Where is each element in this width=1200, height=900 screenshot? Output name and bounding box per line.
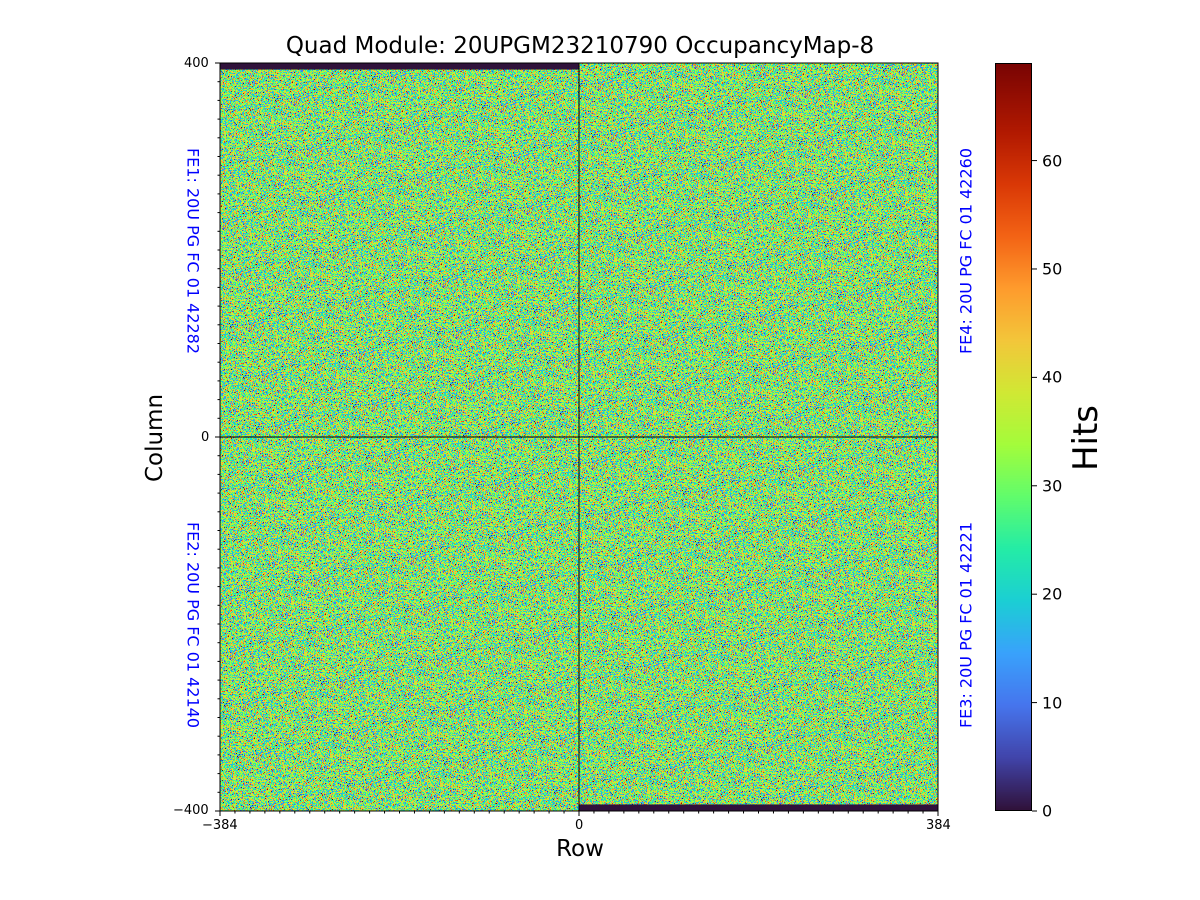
chip-label-fe1: FE1: 20U PG FC 01 42282 xyxy=(183,147,203,355)
colorbar-tick-label: 50 xyxy=(1042,259,1063,279)
colorbar-tick-label: 10 xyxy=(1042,693,1063,713)
y-tick-label: −400 xyxy=(173,803,209,818)
colorbar-tick-label: 20 xyxy=(1042,584,1063,604)
colorbar xyxy=(995,63,1032,811)
colorbar-tick-label: 30 xyxy=(1042,476,1063,496)
y-tick-label: 400 xyxy=(184,56,209,71)
colorbar-tick-label: 0 xyxy=(1042,801,1053,821)
x-tick-label: 0 xyxy=(575,818,584,833)
chip-label-fe3: FE3: 20U PG FC 01 42221 xyxy=(956,521,976,729)
chip-label-fe4: FE4: 20U PG FC 01 42260 xyxy=(956,147,976,355)
x-tick-label: 384 xyxy=(926,818,951,833)
y-tick-label: 0 xyxy=(201,430,210,445)
colorbar-tick-label: 60 xyxy=(1042,151,1063,171)
colorbar-label: Hits xyxy=(1066,404,1106,472)
x-axis-label: Row xyxy=(556,836,604,862)
y-axis-label: Column xyxy=(142,393,168,483)
chip-label-fe2: FE2: 20U PG FC 01 42140 xyxy=(183,521,203,729)
colorbar-tick-label: 40 xyxy=(1042,367,1063,387)
chart-title: Quad Module: 20UPGM23210790 OccupancyMap… xyxy=(285,33,875,59)
x-tick-label: −384 xyxy=(202,818,238,833)
